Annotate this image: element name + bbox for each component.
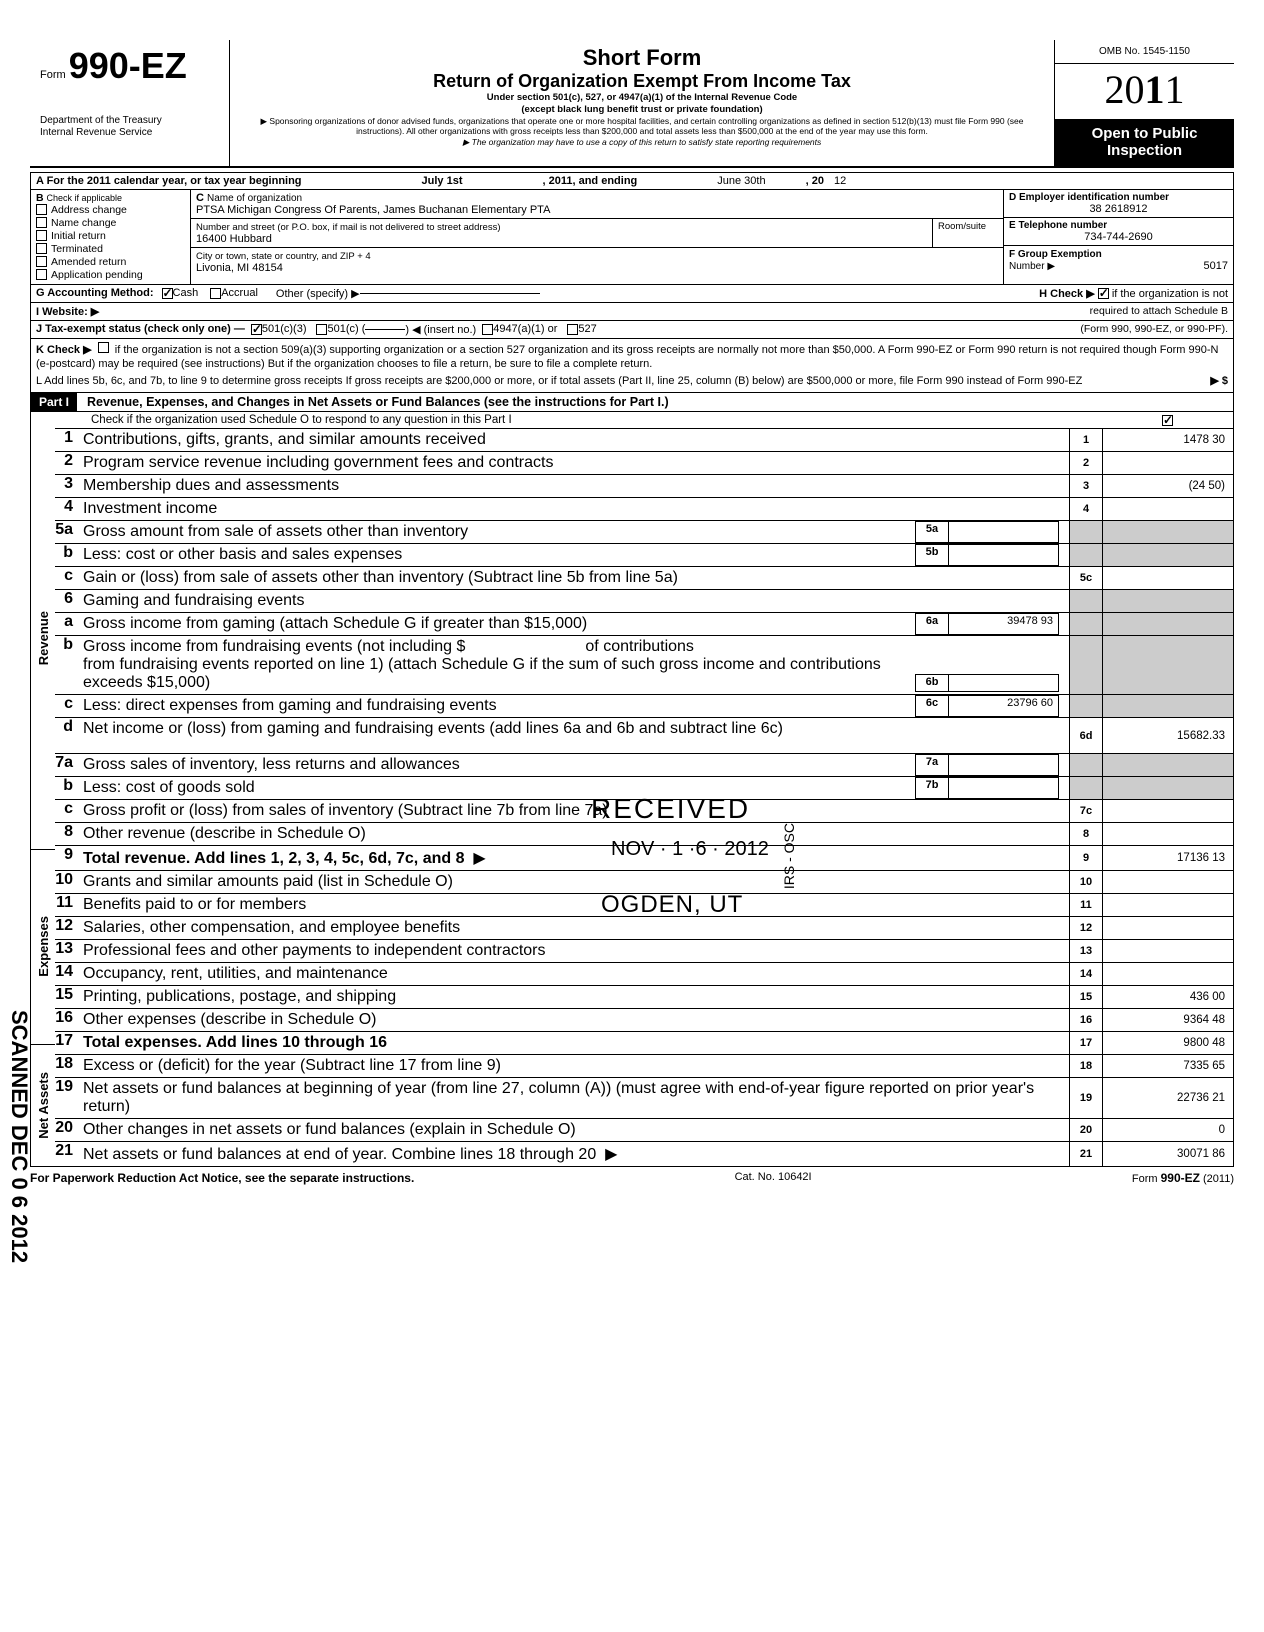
stamp-scanned: SCANNED DEC 0 6 2012	[6, 1010, 32, 1263]
line-17: 17Total expenses. Add lines 10 through 1…	[55, 1031, 1233, 1054]
header-note2: ▶ The organization may have to use a cop…	[240, 137, 1044, 148]
end-year-label: , 20	[806, 175, 824, 187]
org-name: PTSA Michigan Congress Of Parents, James…	[196, 204, 550, 216]
chk-name-change[interactable]	[36, 217, 47, 228]
row-k: K Check ▶ if the organization is not a s…	[31, 339, 1233, 374]
tax-year-begin: July 1st	[422, 175, 463, 187]
footer: For Paperwork Reduction Act Notice, see …	[30, 1167, 1234, 1185]
side-labels: Revenue Expenses Net Assets	[31, 428, 55, 1166]
label-revenue: Revenue	[34, 607, 53, 669]
line-3: 3Membership dues and assessments3(24 50)	[55, 474, 1233, 497]
line-10: 10Grants and similar amounts paid (list …	[55, 870, 1233, 893]
title-short-form: Short Form	[240, 44, 1044, 72]
chk-app-pending[interactable]	[36, 269, 47, 280]
tax-year-mid: , 2011, and ending	[543, 175, 638, 187]
footer-right: Form 990-EZ (2011)	[1132, 1171, 1234, 1185]
section-a-through-l: A For the 2011 calendar year, or tax yea…	[30, 172, 1234, 394]
line-6: 6Gaming and fundraising events	[55, 589, 1233, 612]
line-19: 19Net assets or fund balances at beginni…	[55, 1077, 1233, 1118]
line-9: 9Total revenue. Add lines 1, 2, 3, 4, 5c…	[55, 845, 1233, 870]
year-box: OMB No. 1545-1150 2011 Open to PublicIns…	[1054, 40, 1234, 166]
col-c-org: C Name of organizationPTSA Michigan Cong…	[191, 190, 1003, 284]
line-11: 11Benefits paid to or for members11	[55, 893, 1233, 916]
a-label: A For the 2011 calendar year, or tax yea…	[36, 175, 302, 187]
end-year: 12	[834, 175, 846, 187]
form-prefix: Form 990-EZ	[40, 69, 187, 81]
chk-initial-return[interactable]	[36, 230, 47, 241]
row-i: I Website: ▶ required to attach Schedule…	[31, 303, 1233, 321]
chk-cash[interactable]	[162, 288, 173, 299]
line-5b: bLess: cost or other basis and sales exp…	[55, 543, 1233, 566]
dept-info: Department of the Treasury Internal Reve…	[40, 115, 219, 139]
line-7c: cGross profit or (loss) from sales of in…	[55, 799, 1233, 822]
chk-address-change[interactable]	[36, 204, 47, 215]
part-i-label: Part I	[31, 393, 77, 411]
line-1: 1Contributions, gifts, grants, and simil…	[55, 428, 1233, 451]
org-city: Livonia, MI 48154	[196, 262, 283, 274]
line-6c: cLess: direct expenses from gaming and f…	[55, 694, 1233, 717]
subtitle2: (except black lung benefit trust or priv…	[240, 104, 1044, 116]
omb-number: OMB No. 1545-1150	[1055, 40, 1234, 64]
line-14: 14Occupancy, rent, utilities, and mainte…	[55, 962, 1233, 985]
line-6b: bGross income from fundraising events (n…	[55, 635, 1233, 694]
row-l: L Add lines 5b, 6c, and 7b, to line 9 to…	[31, 373, 1233, 392]
chk-501c3[interactable]	[251, 324, 262, 335]
header-note1: ▶ Sponsoring organizations of donor advi…	[240, 116, 1044, 137]
line-7b: bLess: cost of goods sold7b	[55, 776, 1233, 799]
part-i-body: Part I Revenue, Expenses, and Changes in…	[30, 393, 1234, 1167]
tax-year: 2011	[1055, 64, 1234, 119]
chk-accrual[interactable]	[210, 288, 221, 299]
form-number-box: Form 990-EZ Department of the Treasury I…	[30, 40, 230, 166]
col-b-checks: B Check if applicable Address change Nam…	[31, 190, 191, 284]
row-g-h: G Accounting Method: Cash Accrual Other …	[31, 285, 1233, 303]
phone: 734-744-2690	[1009, 231, 1228, 243]
line-6a: aGross income from gaming (attach Schedu…	[55, 612, 1233, 635]
line-5c: cGain or (loss) from sale of assets othe…	[55, 566, 1233, 589]
line-12: 12Salaries, other compensation, and empl…	[55, 916, 1233, 939]
chk-527[interactable]	[567, 324, 578, 335]
ein: 38 2618912	[1009, 203, 1228, 215]
line-8: 8Other revenue (describe in Schedule O)8	[55, 822, 1233, 845]
lines-wrapper: Revenue Expenses Net Assets 1Contributio…	[31, 428, 1233, 1166]
line-20: 20Other changes in net assets or fund ba…	[55, 1118, 1233, 1141]
group-exemption: 5017	[1204, 260, 1228, 272]
line-4: 4Investment income4	[55, 497, 1233, 520]
line-21: 21Net assets or fund balances at end of …	[55, 1141, 1233, 1166]
line-18: 18Excess or (deficit) for the year (Subt…	[55, 1054, 1233, 1077]
row-a-tax-year: A For the 2011 calendar year, or tax yea…	[31, 173, 1233, 190]
col-def: D Employer identification number38 26189…	[1003, 190, 1233, 284]
row-j: J Tax-exempt status (check only one) — 5…	[31, 321, 1233, 339]
tax-year-end-month: June 30th	[717, 175, 765, 187]
chk-h[interactable]	[1098, 288, 1109, 299]
form-header: Form 990-EZ Department of the Treasury I…	[30, 40, 1234, 168]
line-7a: 7aGross sales of inventory, less returns…	[55, 753, 1233, 776]
open-to-public: Open to PublicInspection	[1055, 119, 1234, 166]
chk-4947[interactable]	[482, 324, 493, 335]
label-expenses: Expenses	[34, 912, 53, 981]
line-16: 16Other expenses (describe in Schedule O…	[55, 1008, 1233, 1031]
subtitle1: Under section 501(c), 527, or 4947(a)(1)…	[240, 92, 1044, 104]
title-box: Short Form Return of Organization Exempt…	[230, 40, 1054, 166]
line-15: 15Printing, publications, postage, and s…	[55, 985, 1233, 1008]
label-net-assets: Net Assets	[34, 1068, 53, 1143]
line-6d: dNet income or (loss) from gaming and fu…	[55, 717, 1233, 753]
line-2: 2Program service revenue including gover…	[55, 451, 1233, 474]
lines-main: 1Contributions, gifts, grants, and simil…	[55, 428, 1233, 1166]
chk-schedule-o[interactable]	[1162, 415, 1173, 426]
org-address: 16400 Hubbard	[196, 233, 272, 245]
chk-amended[interactable]	[36, 256, 47, 267]
part-i-schedule-o-check: Check if the organization used Schedule …	[31, 412, 1233, 428]
chk-501c[interactable]	[316, 324, 327, 335]
part-i-title: Revenue, Expenses, and Changes in Net As…	[87, 395, 669, 409]
line-13: 13Professional fees and other payments t…	[55, 939, 1233, 962]
footer-left: For Paperwork Reduction Act Notice, see …	[30, 1171, 414, 1185]
room-suite: Room/suite	[933, 219, 1003, 247]
row-bcd: B Check if applicable Address change Nam…	[31, 190, 1233, 285]
part-i-header: Part I Revenue, Expenses, and Changes in…	[31, 393, 1233, 412]
line-5a: 5aGross amount from sale of assets other…	[55, 520, 1233, 543]
chk-terminated[interactable]	[36, 243, 47, 254]
title-return: Return of Organization Exempt From Incom…	[240, 70, 1044, 93]
chk-k[interactable]	[98, 342, 109, 353]
footer-cat-no: Cat. No. 10642I	[735, 1171, 812, 1185]
